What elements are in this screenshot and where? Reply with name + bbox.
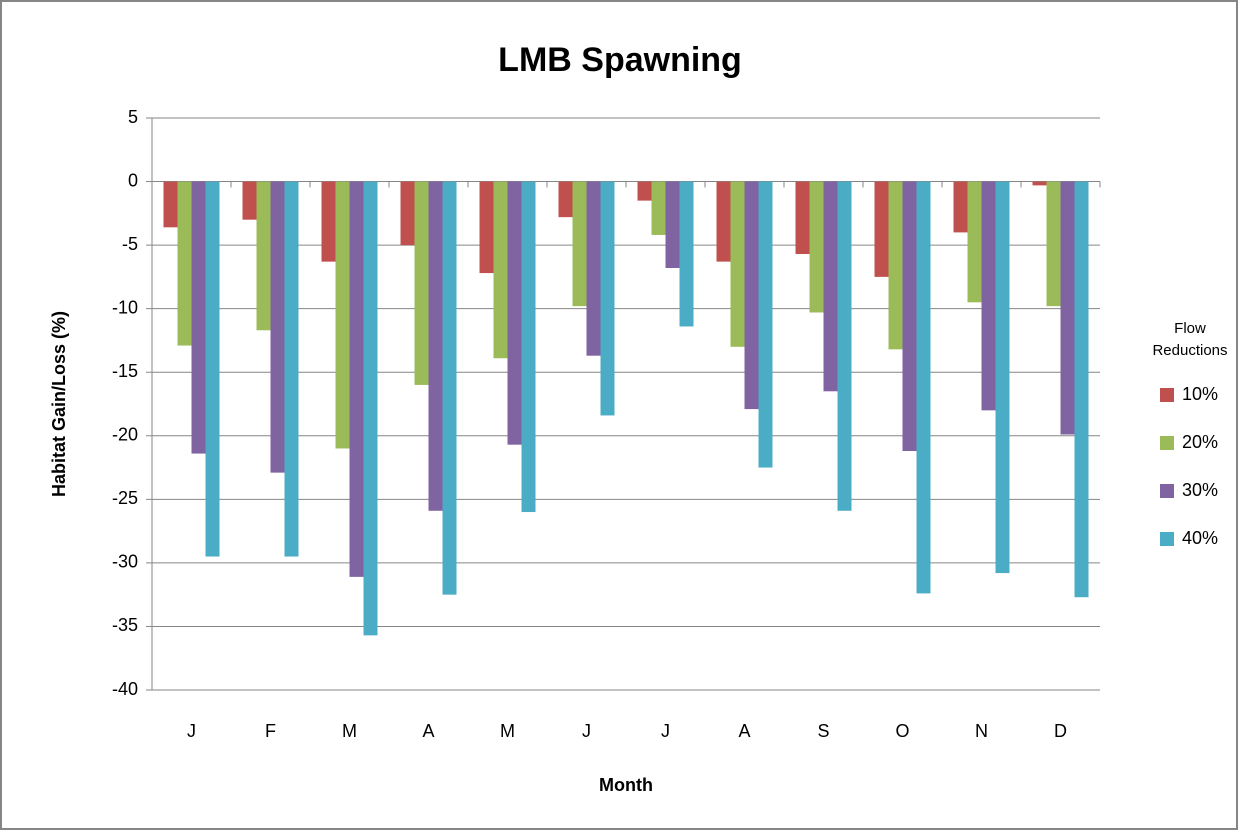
bar: [995, 181, 1010, 574]
x-tick-label: D: [1054, 721, 1067, 741]
legend-label: 10%: [1182, 384, 1218, 404]
y-tick-label: -35: [112, 615, 138, 635]
x-tick-label: M: [500, 721, 515, 741]
x-tick-label: M: [342, 721, 357, 741]
bar: [902, 181, 917, 452]
y-tick-label: -25: [112, 488, 138, 508]
bar: [967, 181, 982, 303]
bar: [572, 181, 587, 307]
y-tick-label: -40: [112, 679, 138, 699]
x-tick-label: A: [422, 721, 434, 741]
bar: [888, 181, 903, 350]
bar: [637, 181, 652, 201]
y-tick-label: -30: [112, 552, 138, 572]
bar: [665, 181, 680, 268]
x-axis-label: Month: [599, 775, 653, 795]
bar: [242, 181, 257, 220]
bar: [874, 181, 889, 277]
bar: [981, 181, 996, 411]
bar: [321, 181, 336, 262]
bar: [758, 181, 773, 468]
x-tick-label: J: [582, 721, 591, 741]
x-tick-label: A: [738, 721, 750, 741]
y-tick-label: 5: [128, 107, 138, 127]
bar: [414, 181, 429, 385]
bar: [335, 181, 350, 449]
bar: [586, 181, 601, 356]
x-tick-label: J: [187, 721, 196, 741]
legend-label: 20%: [1182, 432, 1218, 452]
x-tick-label: O: [895, 721, 909, 741]
bar: [256, 181, 271, 331]
bar: [744, 181, 759, 410]
legend-title: Flow Reductions: [1152, 320, 1228, 359]
y-tick-label: 0: [128, 170, 138, 190]
bar: [1060, 181, 1075, 435]
bar: [730, 181, 745, 347]
chart-title: LMB Spawning: [498, 41, 742, 79]
bar: [1032, 181, 1047, 186]
bar: [651, 181, 666, 235]
bar: [177, 181, 192, 346]
legend-swatch: [1160, 436, 1174, 450]
bar: [1046, 181, 1061, 307]
bar: [521, 181, 536, 513]
y-tick-label: -15: [112, 361, 138, 381]
y-tick-label: -20: [112, 425, 138, 445]
bar: [284, 181, 299, 557]
bar: [837, 181, 852, 511]
bar: [1074, 181, 1089, 598]
bar: [716, 181, 731, 262]
bar: [795, 181, 810, 255]
x-tick-label: N: [975, 721, 988, 741]
legend-label: 30%: [1182, 480, 1218, 500]
bar: [600, 181, 615, 416]
legend-swatch: [1160, 388, 1174, 402]
y-tick-label: -5: [122, 234, 138, 254]
bar: [809, 181, 824, 313]
y-tick-label: -10: [112, 297, 138, 317]
bar: [558, 181, 573, 218]
y-axis-label: Habitat Gain/Loss (%): [49, 311, 69, 497]
bar: [163, 181, 178, 228]
bar: [823, 181, 838, 392]
bar: [953, 181, 968, 233]
bar: [442, 181, 457, 595]
bar: [349, 181, 364, 577]
bar: [205, 181, 220, 557]
x-tick-label: S: [817, 721, 829, 741]
bar: [679, 181, 694, 327]
bar: [363, 181, 378, 636]
legend-label: 40%: [1182, 528, 1218, 548]
bar: [493, 181, 508, 359]
bar: [270, 181, 285, 473]
bar: [191, 181, 206, 454]
bar: [400, 181, 415, 246]
bar: [916, 181, 931, 594]
legend-swatch: [1160, 484, 1174, 498]
bar: [507, 181, 522, 445]
legend-swatch: [1160, 532, 1174, 546]
x-tick-label: J: [661, 721, 670, 741]
bar: [428, 181, 443, 511]
bar: [479, 181, 494, 274]
x-tick-label: F: [265, 721, 276, 741]
